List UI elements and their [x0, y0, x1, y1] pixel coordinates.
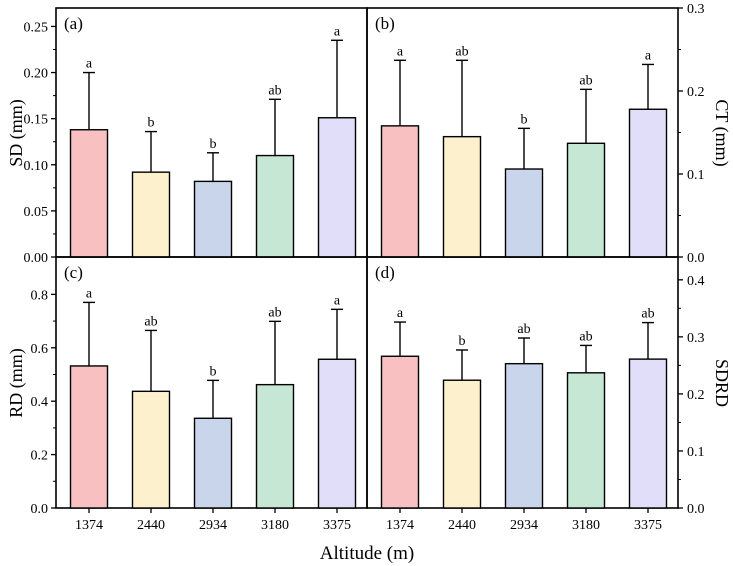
sig-letter-c-3180: ab: [268, 305, 281, 320]
bar-a-3375: [317, 117, 357, 258]
bar-d-2440: [442, 379, 482, 509]
sig-letter-a-3375: a: [334, 24, 341, 39]
x-tick-label-d-1374: 1374: [386, 518, 414, 533]
y-axis-title-b: CT (mm): [711, 99, 732, 166]
sig-letter-c-2440: ab: [144, 314, 157, 329]
bar-c-2440: [131, 390, 171, 509]
x-tick-label-d-2934: 2934: [510, 518, 538, 533]
panel-label-c: (c): [64, 263, 83, 282]
y-axis-title-c: RD (mm): [6, 348, 27, 418]
y-tick-label-c-0: 0.0: [31, 502, 49, 517]
sig-letter-b-3180: ab: [579, 73, 592, 88]
x-tick-label-d-2440: 2440: [448, 518, 476, 533]
sig-letter-c-1374: a: [86, 286, 93, 301]
bar-a-3180: [255, 154, 295, 258]
y-tick-label-a-0: 0.00: [24, 251, 49, 266]
y-tick-label-b-2: 0.2: [687, 85, 705, 100]
sig-letter-c-3375: a: [334, 293, 341, 308]
bar-c-3375: [317, 358, 357, 509]
y-tick-label-c-2: 0.4: [31, 395, 49, 410]
sig-letter-a-2440: b: [148, 116, 155, 131]
x-tick-label-c-2440: 2440: [137, 518, 165, 533]
y-tick-label-b-1: 0.1: [687, 168, 705, 183]
x-tick-label-c-3375: 3375: [323, 518, 351, 533]
x-axis-title: Altitude (m): [320, 543, 414, 564]
x-tick-label-d-3375: 3375: [634, 518, 662, 533]
bar-c-3180: [255, 383, 295, 509]
bar-a-1374: [69, 129, 109, 258]
sig-letter-d-3375: ab: [641, 307, 654, 322]
sig-letter-d-1374: a: [397, 306, 404, 321]
y-tick-label-c-4: 0.8: [31, 288, 49, 303]
sig-letter-a-2934: b: [210, 137, 217, 152]
sig-letter-c-2934: b: [210, 364, 217, 379]
sig-letter-a-1374: a: [86, 57, 93, 72]
sig-letter-b-1374: a: [397, 44, 404, 59]
bar-d-2934: [504, 362, 544, 509]
bar-b-2934: [504, 168, 544, 258]
y-tick-label-c-3: 0.6: [31, 342, 49, 357]
bar-c-1374: [69, 365, 109, 509]
y-tick-label-d-2: 0.2: [687, 388, 705, 403]
panel-label-b: (b): [375, 14, 395, 33]
y-tick-label-b-3: 0.3: [687, 2, 705, 17]
bar-a-2934: [193, 180, 233, 258]
y-tick-label-d-0: 0.0: [687, 502, 705, 517]
sig-letter-b-2934: b: [521, 112, 528, 127]
bar-b-3375: [628, 108, 668, 258]
sig-letter-d-3180: ab: [579, 329, 592, 344]
sig-letter-d-2440: b: [459, 334, 466, 349]
y-tick-label-d-1: 0.1: [687, 445, 705, 460]
panel-a: SD (mm) 0.000.050.100.150.200.25abbaba(a…: [6, 7, 368, 266]
y-tick-label-a-3: 0.15: [24, 113, 49, 128]
bar-b-1374: [380, 125, 420, 258]
y-tick-label-a-1: 0.05: [24, 205, 49, 220]
sig-letter-d-2934: ab: [517, 322, 530, 337]
y-tick-label-d-4: 0.4: [687, 274, 705, 289]
y-tick-label-d-3: 0.3: [687, 331, 705, 346]
panel-c: RD (mm) 0.0 0.2 0.4 0.6 0.8 a 1374 ab 2440 b 2934 a…: [6, 256, 368, 533]
bar-c-2934: [193, 417, 233, 509]
bar-b-3180: [566, 142, 606, 258]
sig-letter-a-3180: ab: [268, 83, 281, 98]
panel-label-a: (a): [64, 14, 83, 33]
x-tick-label-c-1374: 1374: [75, 518, 103, 533]
sig-letter-b-3375: a: [645, 48, 652, 63]
bar-d-3375: [628, 358, 668, 509]
y-tick-label-c-1: 0.2: [31, 449, 49, 464]
y-tick-label-a-5: 0.25: [24, 20, 49, 35]
y-tick-label-a-4: 0.20: [24, 67, 49, 82]
y-axis-title-a: SD (mm): [6, 99, 27, 167]
y-axis-title-d: SDRD: [712, 359, 732, 407]
x-tick-label-c-2934: 2934: [199, 518, 227, 533]
sig-letter-b-2440: ab: [455, 44, 468, 59]
bar-a-2440: [131, 171, 171, 258]
y-tick-label-b-0: 0.0: [687, 251, 705, 266]
y-tick-label-a-2: 0.10: [24, 159, 49, 174]
bar-d-1374: [380, 355, 420, 509]
panel-label-d: (d): [375, 263, 395, 282]
bar-d-3180: [566, 372, 606, 509]
panel-d: SDRD 0.0 0.1 0.2 0.3 0.4 a 1374 b 2440 ab 2934 ab 31…: [366, 256, 732, 533]
x-tick-label-c-3180: 3180: [261, 518, 289, 533]
bar-b-2440: [442, 135, 482, 258]
x-tick-label-d-3180: 3180: [572, 518, 600, 533]
